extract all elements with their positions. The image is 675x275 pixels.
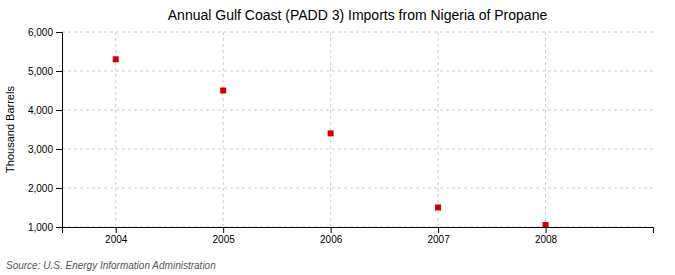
grid — [62, 32, 653, 227]
chart: 2004 2005 2006 2007 2008 1,000 2,000 3,000 4,000… — [0, 0, 675, 275]
y-tick-label: 6,000 — [28, 27, 53, 38]
x-tick-mark — [331, 227, 332, 233]
x-grid-line — [438, 32, 439, 227]
x-tick: 2007 — [427, 227, 450, 245]
x-tick-label: 2008 — [535, 234, 558, 245]
x-axis: 2004 2005 2006 2007 2008 — [63, 227, 654, 245]
y-tick-label: 2,000 — [28, 183, 53, 194]
y-tick-mark — [56, 32, 62, 33]
x-tick-mark — [223, 227, 224, 233]
y-axis-title: Thousand Barrels — [4, 86, 16, 173]
y-tick-mark — [56, 149, 62, 150]
y-tick: 1,000 — [28, 222, 62, 233]
y-tick-mark — [56, 71, 62, 72]
y-tick-label: 3,000 — [28, 144, 53, 155]
point — [220, 88, 226, 94]
y-tick-label: 4,000 — [28, 105, 53, 116]
y-tick: 3,000 — [28, 144, 62, 155]
y-grid-line — [62, 32, 653, 33]
title: Annual Gulf Coast (PADD 3) Imports from … — [168, 7, 548, 23]
source-note: Source: U.S. Energy Information Administ… — [6, 260, 216, 271]
x-tick-label: 2005 — [213, 234, 236, 245]
y-grid-line — [62, 188, 653, 189]
y-tick: 4,000 — [28, 105, 62, 116]
plot: 2004 2005 2006 2007 2008 1,000 2,000 3,000 4,000… — [28, 27, 654, 245]
y-tick-label: 1,000 — [28, 222, 53, 233]
y-tick-mark — [56, 188, 62, 189]
point — [328, 130, 334, 136]
y-grid-line — [62, 149, 653, 150]
y-tick: 2,000 — [28, 183, 62, 194]
y-grid-line — [62, 110, 653, 111]
x-tick: 2006 — [320, 227, 343, 245]
x-tick-label: 2004 — [105, 234, 128, 245]
y-tick-label: 5,000 — [28, 66, 53, 77]
point — [113, 56, 119, 62]
point — [543, 222, 549, 227]
y-tick-mark — [56, 110, 62, 111]
x-grid-line — [330, 32, 331, 227]
x-axis-line — [63, 228, 654, 234]
x-tick-label: 2007 — [427, 234, 450, 245]
y-axis-line — [56, 33, 63, 228]
y-tick-mark — [56, 227, 62, 228]
y-tick: 6,000 — [28, 27, 62, 38]
x-tick-mark — [438, 227, 439, 233]
x-tick: 2004 — [105, 227, 128, 245]
x-grid-line — [545, 32, 546, 227]
x-tick: 2005 — [213, 227, 236, 245]
x-tick: 2008 — [535, 227, 558, 245]
x-grid-line — [223, 32, 224, 227]
y-axis: 1,000 2,000 3,000 4,000 5,000 6,000 — [28, 27, 63, 233]
points — [113, 56, 549, 227]
x-tick-label: 2006 — [320, 234, 343, 245]
y-tick: 5,000 — [28, 66, 62, 77]
y-grid-line — [62, 71, 653, 72]
x-tick-mark — [116, 227, 117, 233]
x-tick-mark — [546, 227, 547, 233]
point — [435, 205, 441, 211]
